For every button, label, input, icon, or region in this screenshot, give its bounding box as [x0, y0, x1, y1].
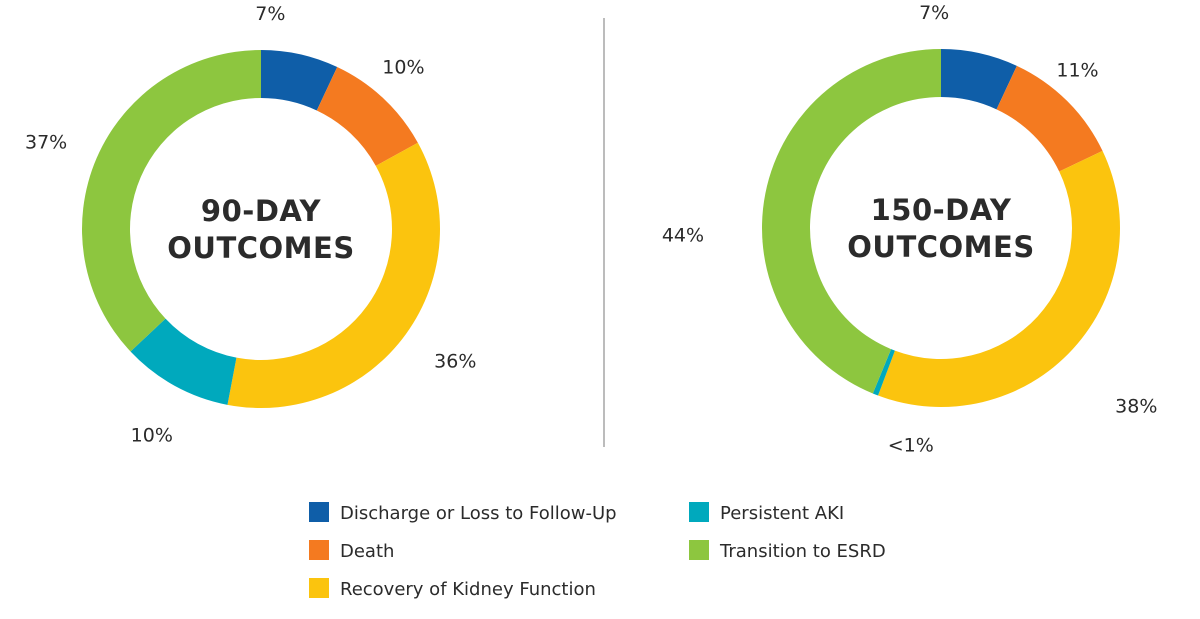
slice-recovery: [227, 142, 440, 408]
legend-label: Recovery of Kidney Function: [340, 579, 596, 600]
slice-persistent-aki: [130, 318, 237, 405]
slice-persistent-aki: [872, 349, 895, 396]
legend-swatch: [309, 502, 329, 522]
slice-value-label: 7%: [255, 3, 285, 25]
legend-item-death: Death: [309, 540, 394, 562]
slice-death: [316, 67, 418, 166]
slice-esrd: [82, 50, 261, 352]
legend-item-esrd: Transition to ESRD: [689, 540, 886, 562]
slice-value-label: 36%: [434, 350, 476, 372]
legend-item-persistent-aki: Persistent AKI: [689, 502, 844, 524]
chart-center-title: OUTCOMES: [847, 230, 1034, 264]
slice-value-label: 38%: [1115, 396, 1157, 418]
legend-label: Discharge or Loss to Follow-Up: [340, 503, 617, 524]
legend-swatch: [309, 540, 329, 560]
legend-item-discharge: Discharge or Loss to Follow-Up: [309, 502, 617, 524]
slice-discharge: [941, 49, 1017, 110]
slice-death: [996, 65, 1103, 172]
slice-recovery: [878, 150, 1120, 407]
legend: Discharge or Loss to Follow-Up Persistent…: [309, 502, 886, 600]
donut-charts: 7%10%36%10%37%90-DAYOUTCOMES7%11%38%<1%4…: [25, 2, 1157, 457]
slice-value-label: 10%: [131, 424, 173, 446]
legend-label: Persistent AKI: [720, 503, 844, 524]
legend-label: Transition to ESRD: [719, 541, 886, 562]
legend-label: Death: [340, 541, 394, 562]
slice-value-label: 10%: [382, 56, 424, 78]
slice-value-label: 11%: [1056, 59, 1098, 81]
legend-item-recovery: Recovery of Kidney Function: [309, 578, 596, 600]
chart-center-title: 150-DAY: [871, 193, 1012, 227]
legend-swatch: [689, 540, 709, 560]
slice-value-label: 7%: [919, 2, 949, 24]
slice-value-label: 37%: [25, 131, 67, 153]
slice-value-label: 44%: [662, 225, 704, 247]
chart-center-title: 90-DAY: [201, 194, 322, 228]
slice-discharge: [261, 50, 338, 111]
legend-swatch: [309, 578, 329, 598]
slice-esrd: [762, 49, 941, 394]
chart-center-title: OUTCOMES: [167, 231, 354, 265]
slice-value-label: <1%: [888, 435, 934, 457]
legend-swatch: [689, 502, 709, 522]
